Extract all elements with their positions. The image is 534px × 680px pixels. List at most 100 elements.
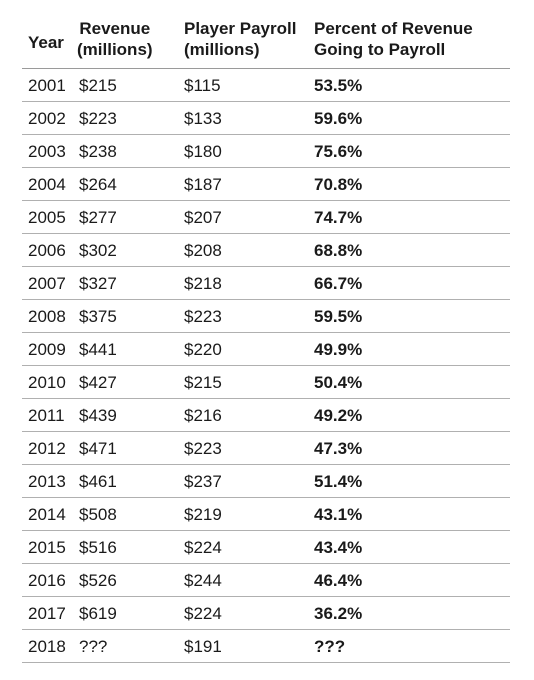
- table-row: 2004 $264 $187 70.8%: [22, 168, 510, 201]
- header-percent: Percent of Revenue Going to Payroll: [314, 18, 473, 60]
- cell-percent: 49.2%: [314, 406, 363, 425]
- header-revenue-line2: (millions): [77, 40, 153, 59]
- header-year-line1: Year: [28, 33, 64, 52]
- header-revenue-line1: Revenue: [79, 19, 151, 38]
- header-percent-line1: Percent of Revenue: [314, 19, 473, 38]
- cell-revenue: $223: [79, 109, 117, 128]
- cell-percent: 43.4%: [314, 538, 363, 557]
- cell-payroll: $223: [184, 307, 222, 326]
- cell-payroll: $237: [184, 472, 222, 491]
- cell-payroll: $191: [184, 637, 222, 656]
- cell-revenue: $526: [79, 571, 117, 590]
- cell-percent: 66.7%: [314, 274, 363, 293]
- cell-revenue: $441: [79, 340, 117, 359]
- table-row: 2011 $439 $216 49.2%: [22, 399, 510, 432]
- cell-percent: ???: [314, 637, 346, 656]
- cell-year: 2007: [28, 274, 66, 293]
- cell-percent: 59.6%: [314, 109, 363, 128]
- table-row: 2009 $441 $220 49.9%: [22, 333, 510, 366]
- cell-payroll: $215: [184, 373, 222, 392]
- cell-percent: 50.4%: [314, 373, 363, 392]
- table-row: 2017 $619 $224 36.2%: [22, 597, 510, 630]
- cell-year: 2010: [28, 373, 66, 392]
- cell-year: 2006: [28, 241, 66, 260]
- cell-payroll: $208: [184, 241, 222, 260]
- cell-payroll: $180: [184, 142, 222, 161]
- cell-payroll: $223: [184, 439, 222, 458]
- cell-revenue: $439: [79, 406, 117, 425]
- cell-year: 2016: [28, 571, 66, 590]
- cell-percent: 51.4%: [314, 472, 363, 491]
- cell-payroll: $219: [184, 505, 222, 524]
- cell-revenue: $516: [79, 538, 117, 557]
- cell-revenue: $461: [79, 472, 117, 491]
- table-row: 2008 $375 $223 59.5%: [22, 300, 510, 333]
- cell-year: 2001: [28, 76, 66, 95]
- cell-year: 2008: [28, 307, 66, 326]
- table-row: 2014 $508 $219 43.1%: [22, 498, 510, 531]
- cell-year: 2005: [28, 208, 66, 227]
- cell-percent: 47.3%: [314, 439, 363, 458]
- cell-year: 2018: [28, 637, 66, 656]
- cell-percent: 59.5%: [314, 307, 363, 326]
- header-year: Year: [28, 32, 64, 53]
- cell-payroll: $187: [184, 175, 222, 194]
- cell-year: 2015: [28, 538, 66, 557]
- cell-payroll: $244: [184, 571, 222, 590]
- cell-year: 2012: [28, 439, 66, 458]
- cell-revenue: $508: [79, 505, 117, 524]
- cell-year: 2002: [28, 109, 66, 128]
- cell-revenue: $427: [79, 373, 117, 392]
- table-row: 2016 $526 $244 46.4%: [22, 564, 510, 597]
- cell-revenue: $277: [79, 208, 117, 227]
- cell-revenue: $302: [79, 241, 117, 260]
- cell-percent: 36.2%: [314, 604, 363, 623]
- cell-revenue: $327: [79, 274, 117, 293]
- table-body: 2001 $215 $115 53.5% 2002 $223 $133 59.6% 2003 $2…: [22, 69, 510, 663]
- table-row: 2012 $471 $223 47.3%: [22, 432, 510, 465]
- header-percent-line2: Going to Payroll: [314, 40, 446, 59]
- cell-percent: 75.6%: [314, 142, 363, 161]
- cell-payroll: $133: [184, 109, 222, 128]
- cell-payroll: $115: [184, 76, 221, 95]
- cell-revenue: $238: [79, 142, 117, 161]
- cell-year: 2003: [28, 142, 66, 161]
- table-row: 2007 $327 $218 66.7%: [22, 267, 510, 300]
- cell-percent: 46.4%: [314, 571, 363, 590]
- cell-payroll: $216: [184, 406, 222, 425]
- table-row: 2018??? $191???: [22, 630, 510, 663]
- table-row: 2001 $215 $115 53.5%: [22, 69, 510, 102]
- cell-payroll: $207: [184, 208, 222, 227]
- table-row: 2005 $277 $207 74.7%: [22, 201, 510, 234]
- cell-revenue: $264: [79, 175, 117, 194]
- header-payroll-line2: (millions): [184, 40, 260, 59]
- table-row: 2006 $302 $208 68.8%: [22, 234, 510, 267]
- table-row: 2010 $427 $215 50.4%: [22, 366, 510, 399]
- cell-year: 2011: [28, 406, 65, 425]
- cell-revenue: $375: [79, 307, 117, 326]
- cell-revenue: $215: [79, 76, 117, 95]
- header-revenue: Revenue (millions): [77, 18, 153, 60]
- cell-percent: 53.5%: [314, 76, 363, 95]
- cell-percent: 70.8%: [314, 175, 363, 194]
- cell-year: 2017: [28, 604, 66, 623]
- cell-payroll: $218: [184, 274, 222, 293]
- table-header: Year Revenue (millions) Player Payroll (…: [22, 14, 510, 68]
- cell-payroll: $224: [184, 538, 222, 557]
- cell-revenue: $471: [79, 439, 117, 458]
- cell-year: 2004: [28, 175, 66, 194]
- cell-percent: 74.7%: [314, 208, 363, 227]
- cell-percent: 49.9%: [314, 340, 363, 359]
- table-row: 2003 $238 $180 75.6%: [22, 135, 510, 168]
- table-row: 2013 $461 $237 51.4%: [22, 465, 510, 498]
- cell-year: 2014: [28, 505, 66, 524]
- cell-year: 2009: [28, 340, 66, 359]
- table-row: 2002 $223 $133 59.6%: [22, 102, 510, 135]
- header-payroll-line1: Player Payroll: [184, 19, 297, 38]
- cell-revenue: ???: [79, 637, 108, 656]
- header-rule: [22, 68, 510, 69]
- cell-payroll: $224: [184, 604, 222, 623]
- cell-percent: 68.8%: [314, 241, 363, 260]
- cell-year: 2013: [28, 472, 66, 491]
- cell-payroll: $220: [184, 340, 222, 359]
